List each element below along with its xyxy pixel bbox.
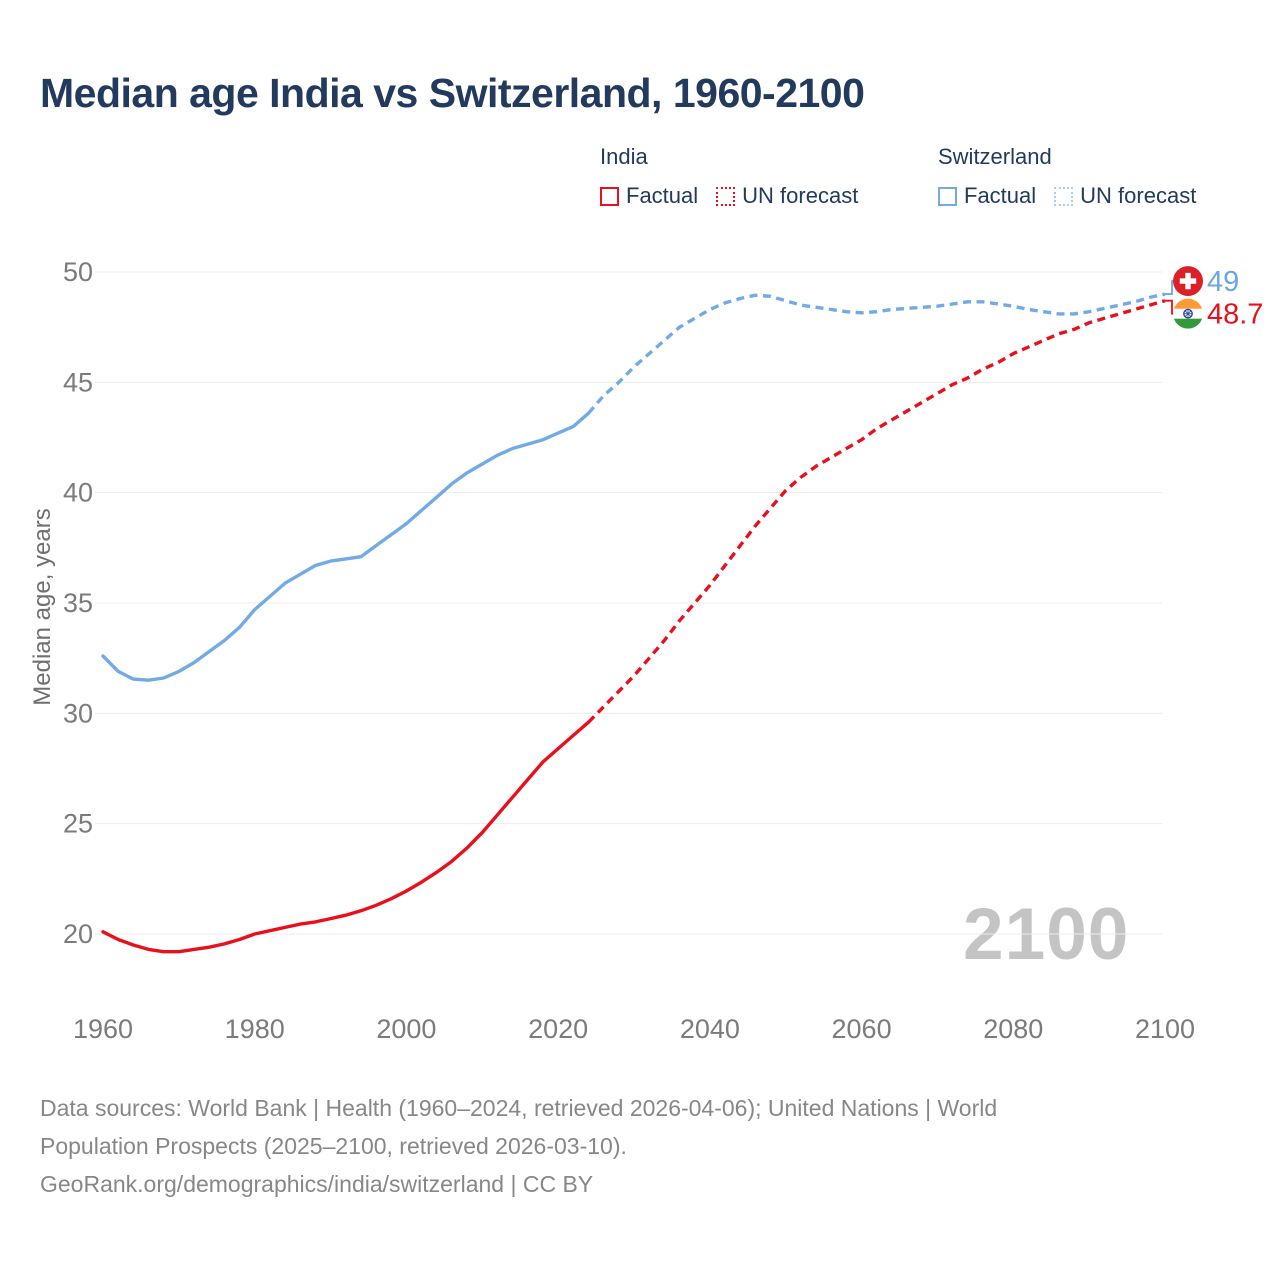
band-saffron <box>1172 298 1203 309</box>
y-tick-label: 20 <box>63 919 93 949</box>
x-tick-label: 2020 <box>528 1014 588 1044</box>
footer-line: GeoRank.org/demographics/india/switzerla… <box>40 1171 594 1197</box>
switzerland-forecast-swatch-icon <box>1054 186 1074 206</box>
legend-header-switzerland: Switzerland <box>938 144 1052 169</box>
series-india-factual <box>101 720 591 954</box>
legend-group-india: India Factual UN forecast <box>600 144 876 209</box>
y-tick-label: 45 <box>63 367 93 397</box>
footer-line: Population Prospects (2025–2100, retriev… <box>40 1133 627 1159</box>
chakra-spoke <box>1187 310 1192 314</box>
end-label-connector <box>1165 299 1174 315</box>
chakra-spoke <box>1184 310 1189 314</box>
data-sources-footer: Data sources: World Bank | Health (1960–… <box>40 1089 1170 1203</box>
chakra-spoke <box>1187 313 1192 317</box>
end-label-connector <box>1165 280 1174 295</box>
chakra-spoke <box>1184 313 1189 317</box>
india-factual-swatch-icon <box>600 186 619 206</box>
x-tick-label: 2100 <box>1135 1014 1195 1044</box>
x-tick-label: 2080 <box>983 1014 1043 1044</box>
legend-item-switzerland-forecast: UN forecast <box>1054 183 1196 209</box>
switzerland-factual-swatch-icon <box>938 186 957 206</box>
legend-group-switzerland: Switzerland Factual UN forecast <box>938 144 1214 209</box>
x-tick-label: 2000 <box>376 1014 436 1044</box>
india-flag-icon <box>1172 298 1203 329</box>
footer-line: Data sources: World Bank | Health (1960–… <box>40 1095 998 1121</box>
series-switzerland-factual <box>101 411 591 682</box>
y-tick-label: 30 <box>63 698 93 728</box>
legend-header-india: India <box>600 144 648 169</box>
end-value-label: 48.7 <box>1207 299 1263 331</box>
page-title: Median age India vs Switzerland, 1960-21… <box>40 70 865 116</box>
cross-bar <box>1185 272 1191 290</box>
x-tick-label: 1980 <box>225 1014 285 1044</box>
end-value-label: 49 <box>1207 266 1239 298</box>
legend-item-switzerland-factual: Factual <box>938 183 1036 209</box>
x-tick-label: 2060 <box>832 1014 892 1044</box>
series-india-un-forecast <box>587 299 1166 724</box>
legend-label: UN forecast <box>742 183 859 208</box>
switzerland-flag-icon <box>1172 266 1203 297</box>
india-forecast-swatch-icon <box>716 186 736 206</box>
x-tick-label: 1960 <box>73 1014 133 1044</box>
legend-item-india-factual: Factual <box>600 183 698 209</box>
series-switzerland-un-forecast <box>587 292 1166 415</box>
x-tick-label: 2040 <box>680 1014 740 1044</box>
legend-label: Factual <box>626 183 699 208</box>
y-tick-label: 25 <box>63 809 93 839</box>
chakra-ring <box>1183 308 1193 319</box>
y-tick-label: 35 <box>63 588 93 618</box>
y-tick-label: 40 <box>63 478 93 508</box>
median-age-line-chart: 20 25 30 35 40 45 50 1960 1980 2000 2020 2040 2060 20… <box>29 257 1263 1044</box>
legend-item-india-forecast: UN forecast <box>716 183 858 209</box>
band-green <box>1172 318 1203 329</box>
legend-label: UN forecast <box>1080 183 1197 208</box>
y-axis-label: Median age, years <box>29 508 56 705</box>
legend-label: Factual <box>964 183 1037 208</box>
y-tick-label: 50 <box>63 257 93 287</box>
